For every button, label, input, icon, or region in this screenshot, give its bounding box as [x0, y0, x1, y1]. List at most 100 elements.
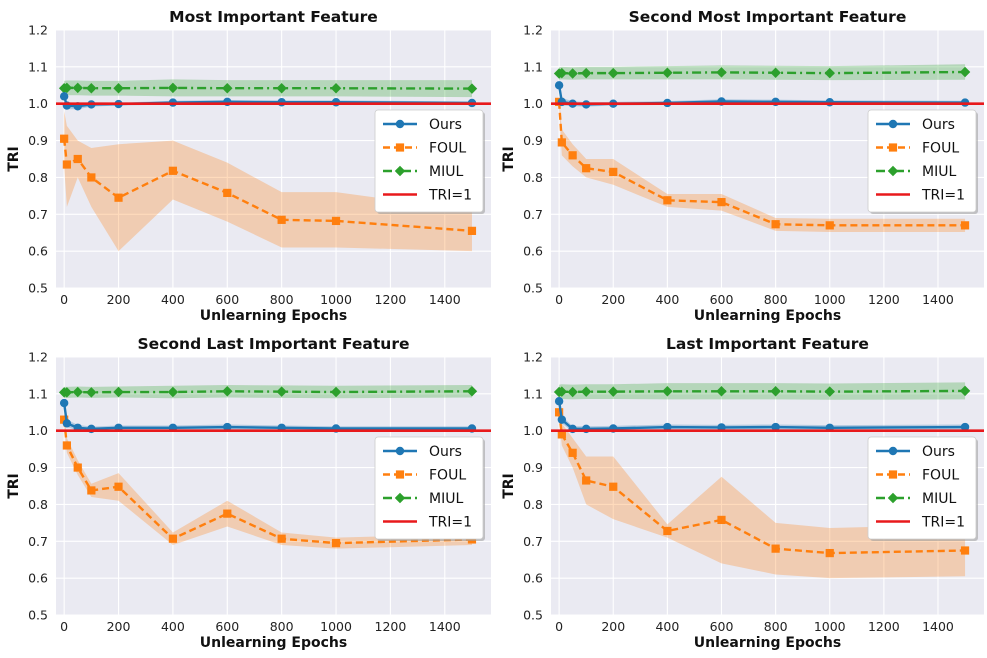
y-tick-label: 1.2 — [523, 23, 543, 38]
data-point-foul — [960, 546, 970, 555]
y-tick-label: 0.8 — [28, 170, 48, 185]
chart-panel-4: 0.5 0.6 0.7 0.8 0.9 1.0 1.1 1.2 0 200 400 600 800 100… — [501, 335, 984, 651]
y-tick-label: 0.9 — [28, 133, 48, 148]
data-point-foul — [87, 173, 96, 182]
x-axis-label: Unlearning Epochs — [200, 635, 347, 651]
series-layer — [56, 79, 491, 252]
data-point-ours — [557, 415, 567, 424]
legend-box — [867, 436, 977, 540]
x-tick-label: 1200 — [868, 292, 900, 307]
legend-label-ours: Ours — [429, 117, 462, 133]
x-tick-label: 600 — [710, 292, 734, 307]
data-point-miul — [770, 67, 781, 78]
legend-marker-miul — [887, 165, 899, 177]
x-tick-label: 1200 — [868, 619, 900, 634]
data-point-miul — [608, 67, 619, 79]
y-axis-label: TRI — [6, 146, 22, 172]
x-tick-label: 1000 — [814, 292, 846, 307]
y-tick-label: 0.6 — [523, 571, 543, 586]
legend-marker-foul — [395, 470, 405, 479]
data-point-miul — [222, 386, 233, 397]
y-tick-label: 1.0 — [523, 423, 543, 438]
x-tick-label: 400 — [655, 619, 679, 634]
series-layer — [551, 64, 984, 232]
legend-marker-miul — [394, 492, 406, 504]
data-point-miul — [716, 67, 727, 78]
x-tick-label: 800 — [270, 619, 294, 634]
data-point-foul — [114, 193, 123, 202]
y-tick-label: 0.9 — [523, 460, 543, 475]
y-tick-label: 1.0 — [28, 423, 48, 438]
band-foul — [64, 111, 472, 252]
data-point-foul — [717, 198, 726, 207]
y-tick-label: 0.5 — [28, 281, 48, 296]
x-tick-label: 0 — [60, 619, 68, 634]
y-tick-label: 1.1 — [523, 59, 543, 74]
legend-marker-foul — [395, 143, 405, 152]
data-point-foul — [60, 134, 69, 143]
x-tick-label: 0 — [60, 292, 68, 307]
legend-marker-foul — [888, 143, 898, 152]
legend-label-tri-1: TRI=1 — [921, 188, 965, 204]
y-tick-label: 1.0 — [28, 96, 48, 111]
data-point-foul — [467, 226, 477, 235]
x-tick-label: 1400 — [429, 292, 461, 307]
data-point-miul — [222, 83, 233, 94]
data-point-ours — [62, 419, 72, 428]
series-line-ours — [62, 402, 472, 431]
chart-panel-2: 0.5 0.6 0.7 0.8 0.9 1.0 1.1 1.2 0 200 400 600 800 100… — [501, 8, 984, 324]
data-point-foul — [223, 509, 232, 518]
series-line-ours — [557, 401, 966, 431]
data-point-ours — [554, 81, 564, 90]
data-point-foul — [609, 167, 618, 177]
series-line-miul — [64, 390, 472, 394]
data-point-ours — [59, 398, 69, 408]
data-point-foul — [717, 515, 726, 525]
x-axis-label: Unlearning Epochs — [694, 308, 841, 324]
series-line-foul — [557, 101, 966, 227]
chart-title: Second Last Important Feature — [138, 335, 410, 353]
series-line-foul — [62, 138, 473, 233]
x-axis-label: Unlearning Epochs — [200, 308, 347, 324]
data-point-foul — [663, 526, 672, 536]
x-tick-label: 600 — [710, 619, 734, 634]
x-tick-label: 200 — [601, 292, 625, 307]
data-point-miul — [113, 386, 124, 398]
data-point-ours — [59, 92, 69, 101]
data-point-foul — [62, 441, 71, 450]
chart-title: Last Important Feature — [666, 335, 869, 353]
x-tick-label: 1400 — [922, 619, 954, 634]
data-point-miul — [567, 68, 578, 79]
data-point-miul — [72, 82, 83, 94]
y-tick-label: 0.9 — [523, 133, 543, 148]
data-point-miul — [466, 83, 478, 94]
y-tick-label: 1.2 — [28, 23, 48, 38]
data-point-foul — [568, 151, 577, 160]
legend-label-foul: FOUL — [429, 141, 466, 157]
series-layer — [551, 382, 984, 579]
y-tick-label: 0.6 — [28, 244, 48, 259]
legend-label-miul: MIUL — [922, 491, 956, 507]
y-tick-label: 0.6 — [523, 244, 543, 259]
data-point-foul — [331, 216, 341, 226]
legend-label-ours: Ours — [922, 444, 955, 460]
y-tick-label: 0.5 — [523, 281, 543, 296]
x-tick-label: 1200 — [375, 292, 407, 307]
legend: Ours FOUL MIUL TRI=1 — [867, 109, 978, 214]
legend-marker-ours — [888, 119, 898, 129]
data-point-miul — [662, 386, 673, 397]
series-line-miul — [63, 86, 472, 90]
legend-label-ours: Ours — [429, 444, 462, 460]
chart-panel-3: 0.5 0.6 0.7 0.8 0.9 1.0 1.1 1.2 0 200 400 600 800 100… — [6, 335, 491, 651]
data-point-miul — [567, 386, 578, 398]
legend-label-tri-1: TRI=1 — [428, 188, 472, 204]
chart-title: Second Most Important Feature — [629, 8, 907, 26]
series-line-foul — [62, 419, 473, 545]
data-point-miul — [86, 83, 97, 94]
data-point-miul — [466, 386, 478, 397]
data-point-foul — [582, 164, 591, 173]
data-point-miul — [716, 386, 727, 397]
x-tick-label: 1200 — [375, 619, 407, 634]
x-tick-label: 600 — [215, 292, 239, 307]
legend-box — [867, 109, 977, 213]
